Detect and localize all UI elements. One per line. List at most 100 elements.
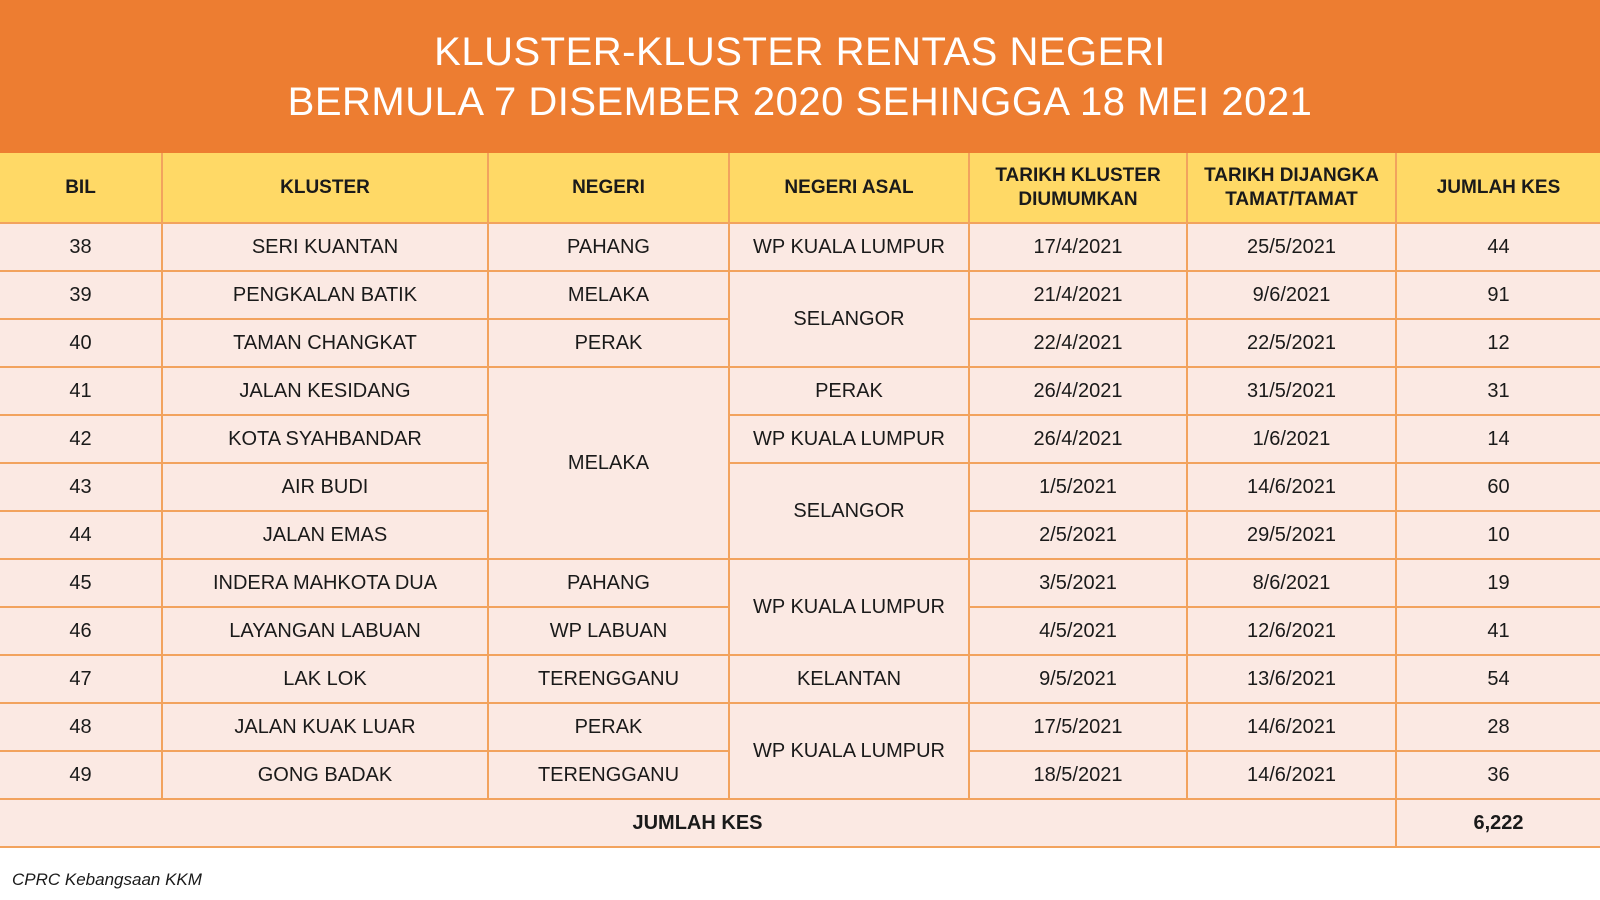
cell-jumlah-kes: 10 [1395, 510, 1600, 560]
cell-negeri-asal: SELANGOR [728, 462, 970, 560]
cell-tarikh-diumumkan: 17/5/2021 [968, 702, 1188, 752]
source-note: CPRC Kebangsaan KKM [12, 870, 202, 889]
cell-jumlah-kes: 44 [1395, 222, 1600, 272]
header-tarikh-diumumkan-line-1: TARIKH KLUSTER [995, 164, 1161, 186]
cell-bil: 44 [0, 510, 163, 560]
header-jumlah-kes: JUMLAH KES [1395, 153, 1600, 224]
title-line-2: BERMULA 7 DISEMBER 2020 SEHINGGA 18 MEI … [287, 79, 1313, 124]
cell-negeri-asal: WP KUALA LUMPUR [728, 414, 970, 464]
cell-jumlah-kes: 12 [1395, 318, 1600, 368]
header-tarikh-tamat-line-1: TARIKH DIJANGKA [1204, 164, 1379, 186]
cell-tarikh-diumumkan: 1/5/2021 [968, 462, 1188, 512]
total-value: 6,222 [1395, 798, 1600, 848]
cell-tarikh-tamat: 1/6/2021 [1186, 414, 1397, 464]
cell-tarikh-tamat: 9/6/2021 [1186, 270, 1397, 320]
cell-tarikh-diumumkan: 17/4/2021 [968, 222, 1188, 272]
cell-negeri-asal: SELANGOR [728, 270, 970, 368]
cell-tarikh-diumumkan: 26/4/2021 [968, 414, 1188, 464]
header-bil: BIL [0, 153, 163, 224]
cell-kluster: KOTA SYAHBANDAR [161, 414, 489, 464]
table-row: 49 GONG BADAK TERENGGANU 18/5/2021 14/6/2021… [0, 750, 1600, 800]
cell-tarikh-diumumkan: 22/4/2021 [968, 318, 1188, 368]
cell-bil: 45 [0, 558, 163, 608]
cell-jumlah-kes: 36 [1395, 750, 1600, 800]
cell-tarikh-tamat: 12/6/2021 [1186, 606, 1397, 656]
cell-negeri: PAHANG [487, 222, 730, 272]
cell-tarikh-diumumkan: 18/5/2021 [968, 750, 1188, 800]
cell-bil: 38 [0, 222, 163, 272]
cell-kluster: PENGKALAN BATIK [161, 270, 489, 320]
cell-tarikh-diumumkan: 9/5/2021 [968, 654, 1188, 704]
cell-negeri: PERAK [487, 318, 730, 368]
cell-negeri: PAHANG [487, 558, 730, 608]
cell-bil: 42 [0, 414, 163, 464]
cell-negeri: MELAKA [487, 270, 730, 320]
cell-tarikh-tamat: 22/5/2021 [1186, 318, 1397, 368]
cell-bil: 46 [0, 606, 163, 656]
header-tarikh-tamat-line-2: TAMAT/TAMAT [1225, 188, 1358, 210]
table-row: 39 PENGKALAN BATIK MELAKA SELANGOR 21/4/2021… [0, 270, 1600, 368]
cell-jumlah-kes: 19 [1395, 558, 1600, 608]
cell-jumlah-kes: 41 [1395, 606, 1600, 656]
cell-kluster: INDERA MAHKOTA DUA [161, 558, 489, 608]
header-row: BIL KLUSTER NEGERI NEGERI ASAL TARIKH KL… [0, 153, 1600, 224]
table-body: 38 SERI KUANTAN PAHANG WP KUALA LUMPUR 17/4/… [0, 222, 1600, 800]
title-line-1: KLUSTER-KLUSTER RENTAS NEGERI [434, 29, 1166, 74]
cell-tarikh-diumumkan: 4/5/2021 [968, 606, 1188, 656]
cell-bil: 41 [0, 366, 163, 416]
cell-bil: 47 [0, 654, 163, 704]
cell-bil: 40 [0, 318, 163, 368]
cell-tarikh-tamat: 25/5/2021 [1186, 222, 1397, 272]
cell-tarikh-tamat: 13/6/2021 [1186, 654, 1397, 704]
cell-tarikh-diumumkan: 21/4/2021 [968, 270, 1188, 320]
cell-negeri-asal: KELANTAN [728, 654, 970, 704]
cell-bil: 43 [0, 462, 163, 512]
table-row: 41 JALAN KESIDANG MELAKA PERAK 26/4/2021 31/5… [0, 366, 1600, 560]
header-kluster: KLUSTER [161, 153, 489, 224]
cell-negeri-asal: WP KUALA LUMPUR [728, 222, 970, 272]
cell-bil: 48 [0, 702, 163, 752]
header-negeri: NEGERI [487, 153, 730, 224]
cell-jumlah-kes: 60 [1395, 462, 1600, 512]
table-row: 44 JALAN EMAS 2/5/2021 29/5/2021 10 [0, 510, 1600, 560]
clusters-table: BIL KLUSTER NEGERI NEGERI ASAL TARIKH KL… [0, 153, 1600, 848]
cell-kluster: JALAN EMAS [161, 510, 489, 560]
cell-negeri: TERENGGANU [487, 750, 730, 800]
cell-bil: 49 [0, 750, 163, 800]
cell-kluster: LAK LOK [161, 654, 489, 704]
cell-tarikh-tamat: 8/6/2021 [1186, 558, 1397, 608]
header-negeri-asal: NEGERI ASAL [728, 153, 970, 224]
table-row: 45 INDERA MAHKOTA DUA PAHANG WP KUALA LUMPU… [0, 558, 1600, 656]
cell-kluster: AIR BUDI [161, 462, 489, 512]
cell-kluster: JALAN KUAK LUAR [161, 702, 489, 752]
table-row: 42 KOTA SYAHBANDAR WP KUALA LUMPUR 26/4/202… [0, 414, 1600, 464]
cell-tarikh-diumumkan: 3/5/2021 [968, 558, 1188, 608]
title-banner: KLUSTER-KLUSTER RENTAS NEGERI BERMULA 7 … [0, 0, 1600, 153]
cell-negeri: MELAKA [487, 366, 730, 560]
table-row: 46 LAYANGAN LABUAN WP LABUAN 4/5/2021 12/6/2… [0, 606, 1600, 656]
table-row: 48 JALAN KUAK LUAR PERAK WP KUALA LUMPUR 17/… [0, 702, 1600, 800]
table-row: 47 LAK LOK TERENGGANU KELANTAN 9/5/2021 13/6/… [0, 654, 1600, 704]
cell-jumlah-kes: 54 [1395, 654, 1600, 704]
header-tarikh-diumumkan: TARIKH KLUSTER DIUMUMKAN [968, 153, 1188, 224]
cell-tarikh-tamat: 14/6/2021 [1186, 750, 1397, 800]
cell-jumlah-kes: 31 [1395, 366, 1600, 416]
cell-kluster: JALAN KESIDANG [161, 366, 489, 416]
cell-jumlah-kes: 28 [1395, 702, 1600, 752]
cell-jumlah-kes: 91 [1395, 270, 1600, 320]
cell-negeri: PERAK [487, 702, 730, 752]
cell-negeri-asal: WP KUALA LUMPUR [728, 558, 970, 656]
cell-bil: 39 [0, 270, 163, 320]
cell-kluster: GONG BADAK [161, 750, 489, 800]
table-row: 40 TAMAN CHANGKAT PERAK 22/4/2021 22/5/2021 1… [0, 318, 1600, 368]
header-tarikh-tamat: TARIKH DIJANGKA TAMAT/TAMAT [1186, 153, 1397, 224]
cell-negeri: TERENGGANU [487, 654, 730, 704]
table-row: 38 SERI KUANTAN PAHANG WP KUALA LUMPUR 17/4/… [0, 222, 1600, 272]
cell-tarikh-tamat: 14/6/2021 [1186, 462, 1397, 512]
cell-negeri-asal: PERAK [728, 366, 970, 416]
cell-kluster: SERI KUANTAN [161, 222, 489, 272]
cell-tarikh-diumumkan: 26/4/2021 [968, 366, 1188, 416]
cell-tarikh-tamat: 31/5/2021 [1186, 366, 1397, 416]
table-row: 43 AIR BUDI SELANGOR 1/5/2021 14/6/2021 60 [0, 462, 1600, 560]
header-tarikh-diumumkan-line-2: DIUMUMKAN [1018, 188, 1138, 210]
